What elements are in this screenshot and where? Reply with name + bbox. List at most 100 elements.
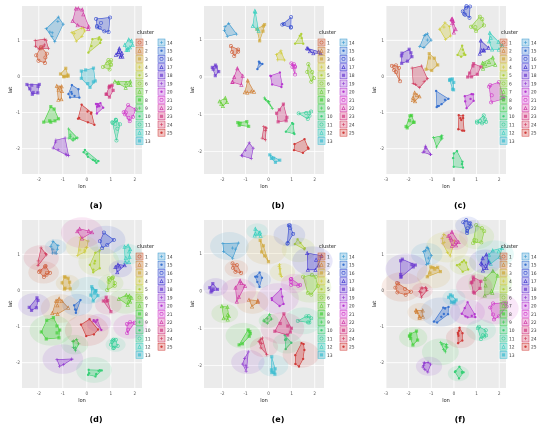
x-tick-label: -3	[384, 177, 389, 182]
legend-swatch	[521, 269, 530, 277]
cluster-point	[415, 338, 420, 342]
cluster-point	[63, 136, 67, 140]
cluster-point	[101, 299, 105, 303]
x-tick-label: 1	[109, 391, 112, 396]
cluster-point	[111, 346, 116, 351]
cluster-point	[463, 12, 467, 17]
legend-label: 4	[327, 279, 330, 285]
cluster-point	[480, 60, 485, 65]
legend-label: 20	[349, 90, 355, 96]
cluster-point	[30, 83, 34, 87]
cluster-point	[455, 149, 459, 153]
cluster-point	[278, 263, 282, 267]
cluster-point	[91, 66, 96, 70]
cluster-14	[44, 239, 67, 255]
y-tick-label: -1	[380, 110, 385, 115]
cluster-point	[260, 276, 264, 280]
cluster-point	[427, 247, 431, 251]
cluster-point	[100, 369, 103, 372]
legend-key-3: 3	[499, 269, 512, 277]
legend-label: 17	[167, 279, 173, 285]
cluster-point	[109, 309, 113, 314]
cluster-point	[465, 226, 470, 231]
cluster-point	[63, 275, 67, 279]
cluster-2	[236, 290, 269, 314]
cluster-point	[482, 229, 487, 233]
cluster-point	[303, 248, 306, 251]
cluster-point	[246, 350, 250, 354]
cluster-point	[126, 299, 131, 304]
cluster-point	[78, 96, 81, 99]
cluster-hull	[411, 65, 428, 88]
cluster-point	[427, 52, 431, 56]
cluster-point	[230, 79, 235, 84]
cluster-point	[263, 138, 267, 142]
cluster-point	[451, 30, 456, 35]
cluster-shade	[421, 338, 459, 366]
cluster-19	[231, 349, 265, 375]
cluster-point	[292, 148, 296, 152]
legend-key-7: 7	[135, 87, 148, 96]
cluster-point	[289, 276, 294, 281]
cluster-point	[25, 82, 29, 87]
cluster-17	[108, 260, 133, 278]
legend-key-5: 5	[499, 285, 512, 293]
cluster-point	[305, 46, 311, 51]
legend-key-12: 12	[317, 342, 333, 351]
cluster-point	[475, 72, 479, 76]
cluster-point	[125, 322, 129, 326]
cluster-point	[96, 294, 100, 298]
cluster-point	[284, 119, 288, 123]
legend-swatch	[521, 104, 530, 112]
cluster-point	[121, 110, 126, 115]
x-axis-label: lon	[260, 184, 268, 190]
cluster-point	[256, 28, 261, 33]
cluster-point	[71, 339, 75, 343]
cluster-point	[307, 48, 313, 54]
cluster-point	[213, 63, 218, 67]
legend-marker	[138, 288, 141, 291]
cluster-point	[465, 231, 470, 235]
legend-label: 14	[531, 40, 537, 46]
legend-key-7: 7	[499, 301, 512, 310]
cluster-point	[86, 110, 89, 113]
legend-marker	[342, 263, 345, 266]
x-tick-label: 2	[313, 177, 316, 182]
cluster-shade	[469, 249, 503, 274]
cluster-point	[300, 37, 303, 40]
legend-key-8: 8	[135, 96, 148, 104]
cluster-8	[29, 314, 73, 346]
y-tick-label: 1	[17, 38, 20, 43]
cluster-point	[59, 298, 65, 303]
cluster-10	[272, 332, 302, 354]
legend-marker	[160, 90, 163, 93]
legend-key-14: 14	[157, 252, 173, 260]
cluster-point	[92, 333, 96, 336]
legend-marker	[138, 329, 141, 332]
cluster-point	[428, 271, 432, 275]
legend-swatch	[317, 334, 326, 343]
cluster-16	[273, 223, 306, 247]
cluster-point	[400, 61, 404, 65]
plot-background	[204, 6, 324, 174]
cluster-point	[476, 324, 481, 329]
legend-swatch	[135, 293, 144, 302]
cluster-point	[123, 255, 128, 260]
cluster-point	[112, 79, 117, 84]
cluster-point	[115, 344, 120, 348]
legend-key-24: 24	[157, 120, 173, 128]
clusters	[210, 8, 323, 164]
legend-key-24: 24	[521, 120, 537, 128]
cluster-point	[462, 259, 466, 262]
legend-marker	[501, 295, 506, 300]
legend-label: 3	[327, 271, 330, 277]
panel-caption: (b)	[271, 201, 284, 210]
legend-title: cluster	[319, 30, 337, 36]
cluster-point	[260, 336, 264, 340]
cluster-point	[43, 61, 47, 65]
cluster-24	[260, 125, 268, 142]
legend-marker	[501, 344, 506, 349]
cluster-point	[36, 298, 40, 303]
cluster-point	[122, 263, 127, 268]
cluster-point	[44, 337, 48, 341]
